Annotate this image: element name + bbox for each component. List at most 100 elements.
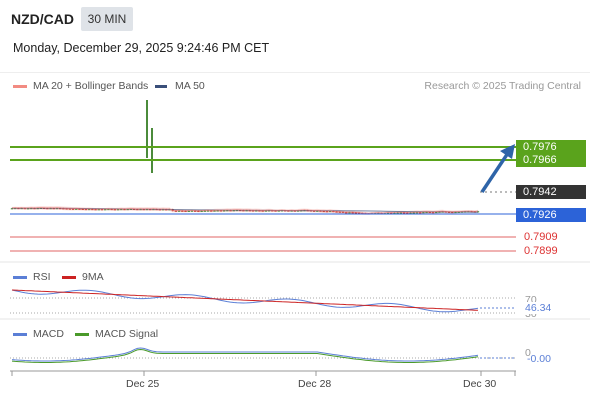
- candle-body: [390, 212, 393, 214]
- candle-body: [415, 212, 419, 214]
- candle-body: [229, 210, 232, 212]
- candle-body: [181, 210, 184, 212]
- rsi-level-30: 30: [525, 308, 537, 320]
- macd-line: [11, 347, 479, 362]
- research-credit: Research © 2025 Trading Central: [424, 80, 581, 92]
- rsi-legend-swatch: [13, 276, 27, 279]
- pivot-tag: 0.7926: [516, 208, 586, 222]
- macd-panel: [0, 318, 590, 363]
- rsi-legend-label: RSI: [33, 271, 51, 283]
- rsi-line: [11, 289, 479, 313]
- candle-body: [418, 212, 422, 214]
- candle-body: [393, 212, 396, 214]
- candle-body: [271, 210, 274, 212]
- candle-body: [193, 210, 197, 212]
- x-tick-dec28: Dec 28: [298, 378, 332, 390]
- moving-averages: [11, 207, 479, 214]
- support-2-label: 0.7899: [524, 245, 558, 257]
- candle-body: [87, 209, 91, 211]
- candle-body: [174, 210, 178, 212]
- ma20-legend-swatch: [13, 85, 27, 88]
- candle-body: [68, 208, 72, 210]
- candle-body: [258, 210, 261, 212]
- candle-body: [232, 210, 235, 212]
- candle-body: [136, 209, 139, 211]
- candle-body: [435, 212, 438, 214]
- support-1-label: 0.7909: [524, 231, 558, 243]
- candle-body: [97, 209, 100, 211]
- candle-body: [422, 212, 425, 214]
- candle-body: [78, 208, 81, 210]
- candle-body: [267, 210, 271, 212]
- candle-body: [177, 210, 181, 212]
- rsi-panel: [0, 261, 590, 314]
- candle-body: [26, 208, 30, 210]
- candle-body: [451, 212, 454, 214]
- candle-body: [65, 208, 68, 210]
- x-axis: [10, 370, 516, 376]
- ma20-legend-label: MA 20 + Bollinger Bands: [33, 80, 149, 92]
- candle-body: [357, 212, 361, 214]
- candle-body: [264, 210, 268, 212]
- candle-body: [203, 210, 207, 212]
- candle-body: [409, 212, 412, 214]
- rsi-ma-legend-swatch: [62, 276, 76, 279]
- candle-body: [328, 211, 332, 213]
- candle-body: [81, 208, 84, 210]
- datetime-label: Monday, December 29, 2025 9:24:46 PM CET: [13, 41, 270, 55]
- resistance-2-tag: 0.7976: [516, 140, 586, 154]
- candle-body: [425, 212, 428, 214]
- candle-body: [325, 211, 329, 213]
- macd-legend-swatch: [13, 333, 27, 336]
- candle-body: [91, 209, 94, 211]
- candle-body: [316, 210, 319, 212]
- candle-body: [197, 210, 200, 212]
- candle-body: [261, 210, 264, 212]
- macd-signal-legend-swatch: [75, 333, 89, 336]
- projection-arrow-head: [500, 144, 515, 159]
- macd-zero-label: 0: [525, 347, 531, 359]
- timeframe-button[interactable]: 30 MIN: [81, 7, 133, 31]
- candle-body: [71, 208, 75, 210]
- candle-body: [94, 209, 97, 211]
- candle-body: [447, 211, 451, 213]
- candle-body: [386, 212, 390, 214]
- ma50-legend-swatch: [155, 85, 167, 88]
- candle-body: [322, 211, 325, 213]
- candle-body: [10, 208, 14, 210]
- candle-body: [319, 210, 322, 212]
- candle-body: [287, 210, 290, 212]
- candle-body: [120, 209, 123, 211]
- key-levels: [10, 144, 516, 252]
- candle-body: [110, 209, 113, 211]
- candle-body: [216, 210, 219, 212]
- rsi-value: 46.34: [525, 302, 552, 314]
- ma20-line: [11, 207, 479, 214]
- candle-body: [277, 210, 280, 212]
- macd-legend-label: MACD: [33, 328, 64, 340]
- candle-body: [345, 212, 348, 214]
- x-tick-dec25: Dec 25: [126, 378, 160, 390]
- candle-body: [75, 208, 78, 210]
- candle-body: [113, 209, 117, 211]
- candle-body: [431, 212, 435, 214]
- candle-body: [399, 212, 403, 214]
- candle-body: [255, 210, 258, 212]
- candle-body: [312, 210, 316, 212]
- candle-body: [107, 209, 110, 211]
- candle-body: [126, 209, 129, 211]
- x-tick-dec30: Dec 30: [463, 378, 497, 390]
- candle-body: [338, 211, 342, 213]
- candle-body: [396, 212, 399, 214]
- candle-body: [200, 210, 203, 212]
- candle-body: [274, 210, 277, 212]
- macd-value: -0.00: [527, 353, 551, 365]
- candle-body: [406, 212, 409, 214]
- candle-body: [123, 209, 126, 211]
- pair-title: NZD/CAD: [11, 11, 74, 27]
- candle-body: [84, 209, 88, 211]
- candle-body: [454, 212, 457, 214]
- candle-body: [184, 210, 187, 212]
- candle-body: [335, 211, 338, 213]
- candle-body: [190, 210, 194, 212]
